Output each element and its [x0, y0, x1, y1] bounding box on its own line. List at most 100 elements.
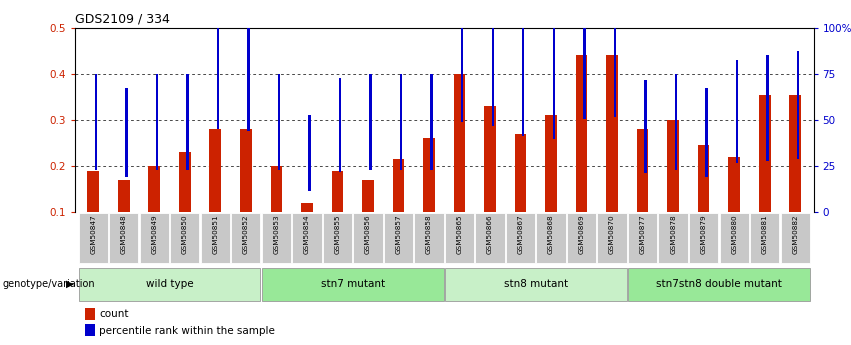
Bar	[583, 0, 585, 119]
Bar	[476, 213, 505, 263]
Bar	[392, 159, 404, 258]
Bar	[78, 268, 260, 301]
Bar	[790, 95, 801, 258]
Text: percentile rank within the sample: percentile rank within the sample	[100, 326, 275, 335]
Text: GSM50870: GSM50870	[609, 215, 615, 254]
Bar	[505, 213, 535, 263]
Text: stn7 mutant: stn7 mutant	[321, 279, 385, 289]
Bar	[363, 180, 374, 258]
Bar	[705, 88, 708, 177]
Bar	[597, 213, 626, 263]
Text: GSM50877: GSM50877	[640, 215, 646, 254]
Bar	[118, 180, 129, 258]
Text: GSM50865: GSM50865	[456, 215, 462, 254]
Text: GSM50854: GSM50854	[304, 215, 310, 254]
Bar	[515, 134, 526, 258]
Bar	[628, 268, 810, 301]
Bar	[201, 213, 230, 263]
Text: GSM50882: GSM50882	[792, 215, 798, 254]
Bar	[292, 213, 322, 263]
Text: stn7stn8 double mutant: stn7stn8 double mutant	[656, 279, 782, 289]
Bar	[576, 55, 587, 258]
Bar	[766, 55, 768, 161]
Bar	[94, 74, 97, 170]
Bar	[675, 74, 677, 170]
Bar	[271, 166, 283, 258]
Bar	[667, 120, 679, 258]
Text: GSM50869: GSM50869	[579, 215, 585, 254]
Bar	[262, 213, 291, 263]
Text: GSM50848: GSM50848	[121, 215, 127, 254]
Bar	[109, 213, 139, 263]
Bar	[332, 171, 343, 258]
Bar	[797, 51, 799, 159]
Text: genotype/variation: genotype/variation	[3, 279, 95, 289]
Bar	[248, 0, 250, 131]
Bar	[384, 213, 413, 263]
Text: GSM50878: GSM50878	[670, 215, 677, 254]
Text: GDS2109 / 334: GDS2109 / 334	[75, 12, 169, 25]
Bar	[217, 0, 220, 129]
Bar	[606, 55, 618, 258]
Bar	[614, 0, 616, 117]
Bar	[728, 157, 740, 258]
Text: GSM50851: GSM50851	[212, 215, 219, 254]
Text: GSM50853: GSM50853	[273, 215, 279, 254]
Bar	[536, 213, 566, 263]
Bar	[759, 95, 770, 258]
Text: GSM50867: GSM50867	[517, 215, 523, 254]
Bar	[484, 106, 496, 258]
Bar	[552, 11, 555, 139]
Bar	[179, 152, 191, 258]
Bar	[431, 74, 433, 170]
Text: wild type: wild type	[146, 279, 193, 289]
Bar	[85, 324, 95, 336]
Text: GSM50858: GSM50858	[426, 215, 432, 254]
Bar	[186, 74, 189, 170]
Bar	[125, 88, 128, 177]
Bar	[231, 213, 260, 263]
Bar	[308, 115, 311, 191]
Bar	[423, 138, 435, 258]
Bar	[323, 213, 352, 263]
Bar	[445, 213, 474, 263]
Bar	[445, 268, 626, 301]
Bar	[240, 129, 252, 258]
Text: GSM50868: GSM50868	[548, 215, 554, 254]
Bar	[78, 213, 108, 263]
Bar	[750, 213, 780, 263]
Bar	[567, 213, 597, 263]
Text: GSM50847: GSM50847	[90, 215, 96, 254]
Bar	[353, 213, 383, 263]
Text: GSM50850: GSM50850	[182, 215, 188, 254]
Bar	[461, 0, 464, 122]
Bar	[170, 213, 199, 263]
Text: GSM50849: GSM50849	[151, 215, 157, 254]
Bar	[262, 268, 443, 301]
Text: GSM50852: GSM50852	[243, 215, 248, 254]
Text: GSM50866: GSM50866	[487, 215, 493, 254]
Bar	[400, 74, 403, 170]
Bar	[140, 213, 168, 263]
Bar	[414, 213, 443, 263]
Bar	[492, 0, 494, 126]
Bar	[339, 78, 341, 172]
Text: count: count	[100, 309, 129, 319]
Bar	[85, 308, 95, 320]
Bar	[637, 129, 648, 258]
Bar	[454, 74, 465, 258]
Bar	[689, 213, 718, 263]
Bar	[156, 74, 158, 170]
Text: stn8 mutant: stn8 mutant	[504, 279, 568, 289]
Bar	[698, 145, 710, 258]
Text: GSM50857: GSM50857	[396, 215, 402, 254]
Bar	[545, 115, 557, 258]
Text: GSM50880: GSM50880	[731, 215, 737, 254]
Bar	[780, 213, 810, 263]
Bar	[369, 74, 372, 170]
Bar	[628, 213, 657, 263]
Bar	[720, 213, 749, 263]
Bar	[659, 213, 688, 263]
Text: ▶: ▶	[66, 279, 74, 289]
Bar	[522, 4, 524, 136]
